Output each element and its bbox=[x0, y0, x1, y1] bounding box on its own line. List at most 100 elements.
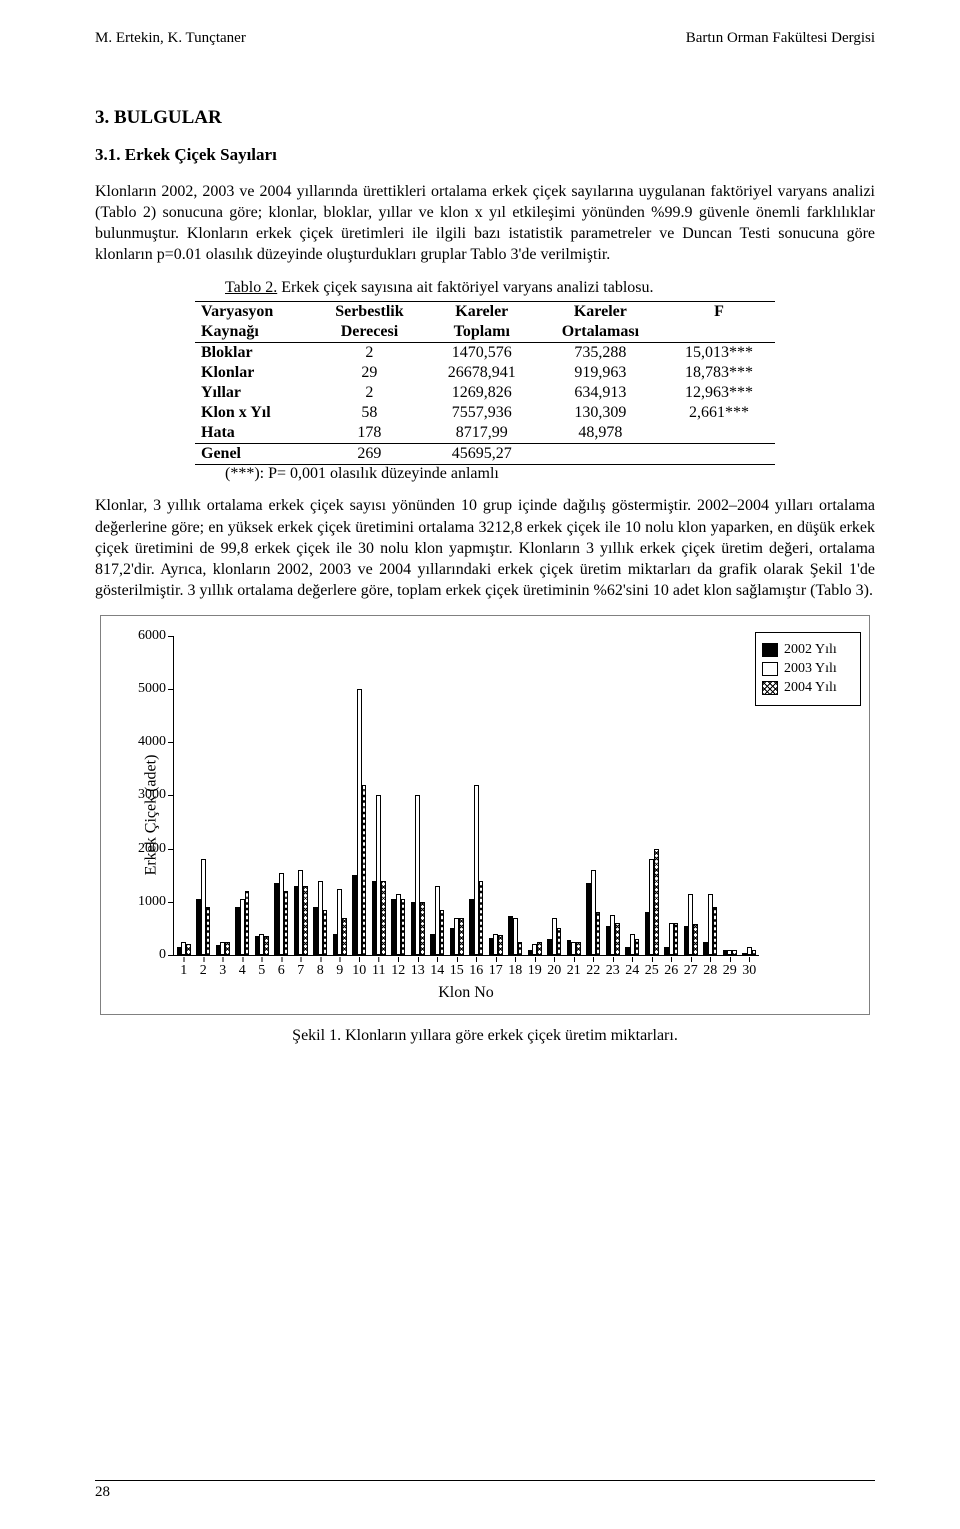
table-row: Klon x Yıl587557,936130,3092,661*** bbox=[195, 403, 775, 423]
table-header: Toplamı bbox=[426, 322, 538, 343]
bar-group bbox=[467, 636, 487, 955]
bar bbox=[303, 886, 308, 955]
table-cell: 7557,936 bbox=[426, 403, 538, 423]
table-cell: Klonlar bbox=[195, 363, 313, 383]
table-note: (***): P= 0,001 olasılık düzeyinde anlam… bbox=[195, 465, 775, 483]
bar bbox=[459, 918, 464, 955]
table-cell: 15,013*** bbox=[663, 343, 775, 364]
y-tick: 0 bbox=[122, 947, 166, 963]
x-tick: 18 bbox=[508, 963, 522, 979]
table-header: Kaynağı bbox=[195, 322, 313, 343]
table-cell: 130,309 bbox=[538, 403, 663, 423]
table-caption: Tablo 2. Erkek çiçek sayısına ait faktör… bbox=[195, 279, 775, 297]
bar bbox=[693, 924, 698, 955]
x-tick: 28 bbox=[703, 963, 717, 979]
bar-group bbox=[428, 636, 448, 955]
bar-chart: Erkek Çiçek (adet) 010002000300040005000… bbox=[100, 615, 870, 1015]
bar bbox=[615, 923, 620, 955]
footer-rule bbox=[95, 1480, 875, 1481]
y-tick: 1000 bbox=[122, 894, 166, 910]
table-cell: 48,978 bbox=[538, 423, 663, 444]
y-tick: 4000 bbox=[122, 734, 166, 750]
bar bbox=[284, 891, 289, 955]
table-cell: 12,963*** bbox=[663, 383, 775, 403]
bar-group bbox=[603, 636, 623, 955]
table-cell: Klon x Yıl bbox=[195, 403, 313, 423]
x-tick: 6 bbox=[278, 963, 285, 979]
table-cell: Genel bbox=[195, 444, 313, 465]
bar bbox=[518, 942, 523, 955]
bar-group bbox=[194, 636, 214, 955]
bar-group bbox=[564, 636, 584, 955]
x-tick: 7 bbox=[297, 963, 304, 979]
bar-group bbox=[623, 636, 643, 955]
table-cell: 1269,826 bbox=[426, 383, 538, 403]
legend-swatch bbox=[762, 662, 778, 676]
subsection-title: 3.1. Erkek Çiçek Sayıları bbox=[95, 145, 875, 165]
table-cell: 634,913 bbox=[538, 383, 663, 403]
legend-item: 2002 Yılı bbox=[762, 642, 854, 658]
table-cell: 2 bbox=[313, 343, 426, 364]
x-tick: 13 bbox=[411, 963, 425, 979]
table-cell bbox=[663, 444, 775, 465]
x-tick: 25 bbox=[645, 963, 659, 979]
x-tick: 19 bbox=[528, 963, 542, 979]
x-tick: 4 bbox=[239, 963, 246, 979]
section-title: 3. BULGULAR bbox=[95, 107, 875, 129]
x-tick: 1 bbox=[180, 963, 187, 979]
bar-group bbox=[174, 636, 194, 955]
chart-ylabel: Erkek Çiçek (adet) bbox=[142, 755, 160, 876]
table-cell bbox=[663, 423, 775, 444]
legend-label: 2003 Yılı bbox=[784, 661, 837, 677]
table-row: Hata1788717,9948,978 bbox=[195, 423, 775, 444]
paragraph-2: Klonlar, 3 yıllık ortalama erkek çiçek s… bbox=[95, 495, 875, 601]
bar bbox=[186, 944, 191, 955]
bar bbox=[323, 910, 328, 955]
x-tick: 24 bbox=[625, 963, 639, 979]
table-cell: 29 bbox=[313, 363, 426, 383]
table-cell bbox=[538, 444, 663, 465]
table-cell: 2 bbox=[313, 383, 426, 403]
legend-item: 2004 Yılı bbox=[762, 680, 854, 696]
table-row: Bloklar21470,576735,28815,013*** bbox=[195, 343, 775, 364]
x-tick: 14 bbox=[430, 963, 444, 979]
chart-xlabel: Klon No bbox=[438, 984, 494, 1002]
bar bbox=[674, 923, 679, 955]
bar-group bbox=[525, 636, 545, 955]
bar-group bbox=[506, 636, 526, 955]
table-header: Kareler bbox=[426, 302, 538, 323]
table-cell: 269 bbox=[313, 444, 426, 465]
bar bbox=[440, 910, 445, 955]
bar bbox=[752, 950, 757, 955]
table-cell: 2,661*** bbox=[663, 403, 775, 423]
bar-group bbox=[720, 636, 740, 955]
table-header: Kareler bbox=[538, 302, 663, 323]
x-tick: 10 bbox=[352, 963, 366, 979]
bar bbox=[654, 849, 659, 955]
bar bbox=[206, 907, 211, 955]
legend-swatch bbox=[762, 681, 778, 695]
y-tick: 5000 bbox=[122, 681, 166, 697]
x-tick: 9 bbox=[336, 963, 343, 979]
table-header: F bbox=[663, 302, 775, 323]
table-cell: Hata bbox=[195, 423, 313, 444]
bar bbox=[401, 899, 406, 955]
bar bbox=[596, 912, 601, 955]
bar-group bbox=[584, 636, 604, 955]
bar-group bbox=[213, 636, 233, 955]
anova-table-container: Tablo 2. Erkek çiçek sayısına ait faktör… bbox=[195, 279, 775, 483]
table-cell: 45695,27 bbox=[426, 444, 538, 465]
legend-item: 2003 Yılı bbox=[762, 661, 854, 677]
legend-label: 2004 Yılı bbox=[784, 680, 837, 696]
x-tick: 11 bbox=[372, 963, 385, 979]
bar-group bbox=[272, 636, 292, 955]
bar-group bbox=[252, 636, 272, 955]
header-right: Bartın Orman Fakültesi Dergisi bbox=[686, 30, 875, 47]
bar-group bbox=[701, 636, 721, 955]
table-cell: 8717,99 bbox=[426, 423, 538, 444]
x-tick: 30 bbox=[742, 963, 756, 979]
plot-area: 0100020003000400050006000123456789101112… bbox=[173, 636, 759, 956]
legend-label: 2002 Yılı bbox=[784, 642, 837, 658]
legend-swatch bbox=[762, 643, 778, 657]
bar bbox=[732, 950, 737, 955]
